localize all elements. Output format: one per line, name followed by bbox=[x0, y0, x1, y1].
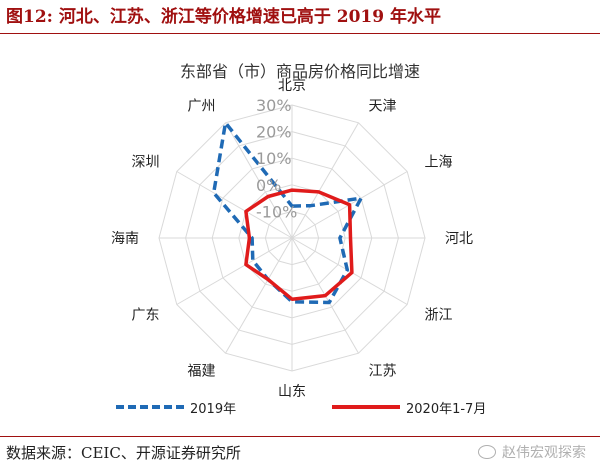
watermark: 赵伟宏观探索 bbox=[478, 442, 586, 462]
radar-spoke bbox=[176, 171, 293, 239]
category-label: 江苏 bbox=[369, 364, 397, 380]
category-label: 广东 bbox=[132, 308, 160, 324]
radar-spoke bbox=[225, 237, 293, 354]
figure-title-text: 河北、江苏、浙江等价格增速已高于 2019 年水平 bbox=[58, 7, 442, 27]
radial-tick-label: -10% bbox=[256, 202, 297, 221]
category-label: 天津 bbox=[369, 99, 397, 115]
category-label: 深圳 bbox=[132, 155, 160, 171]
radar-spoke bbox=[291, 122, 359, 239]
legend-item-2019: 2019年 bbox=[116, 396, 236, 418]
legend-label-2020: 2020年1-7月 bbox=[406, 401, 487, 417]
legend-solid-line-swatch bbox=[332, 405, 400, 409]
source-note: 数据来源：CEIC、开源证券研究所 bbox=[6, 444, 241, 462]
legend-item-2020: 2020年1-7月 bbox=[332, 396, 486, 418]
category-label: 浙江 bbox=[425, 308, 453, 324]
radial-tick-label: 30% bbox=[256, 96, 292, 115]
category-label: 海南 bbox=[111, 231, 139, 247]
radar-spoke bbox=[225, 122, 293, 239]
radial-tick-label: 10% bbox=[256, 149, 292, 168]
category-label: 福建 bbox=[188, 364, 216, 380]
category-label: 广州 bbox=[188, 99, 216, 115]
chart-title: 东部省（市）商品房价格同比增速 bbox=[179, 62, 420, 81]
radar-spoke bbox=[176, 237, 293, 305]
series-line-2020 bbox=[244, 188, 354, 301]
category-label: 河北 bbox=[445, 231, 473, 247]
radial-tick-label: 20% bbox=[256, 123, 292, 142]
figure-label: 图12: bbox=[6, 7, 53, 27]
wechat-icon bbox=[478, 445, 496, 459]
legend-label-2019: 2019年 bbox=[190, 401, 237, 417]
category-label: 北京 bbox=[278, 78, 306, 94]
radar-spoke bbox=[291, 237, 408, 305]
footer-divider bbox=[0, 436, 600, 437]
figure-title: 图12: 河北、江苏、浙江等价格增速已高于 2019 年水平 bbox=[0, 0, 600, 34]
watermark-text: 赵伟宏观探索 bbox=[502, 445, 586, 461]
radial-tick-label: 0% bbox=[256, 176, 281, 195]
category-label: 上海 bbox=[425, 155, 453, 171]
category-label: 山东 bbox=[278, 384, 306, 400]
legend-dashed-line-swatch bbox=[116, 405, 184, 409]
